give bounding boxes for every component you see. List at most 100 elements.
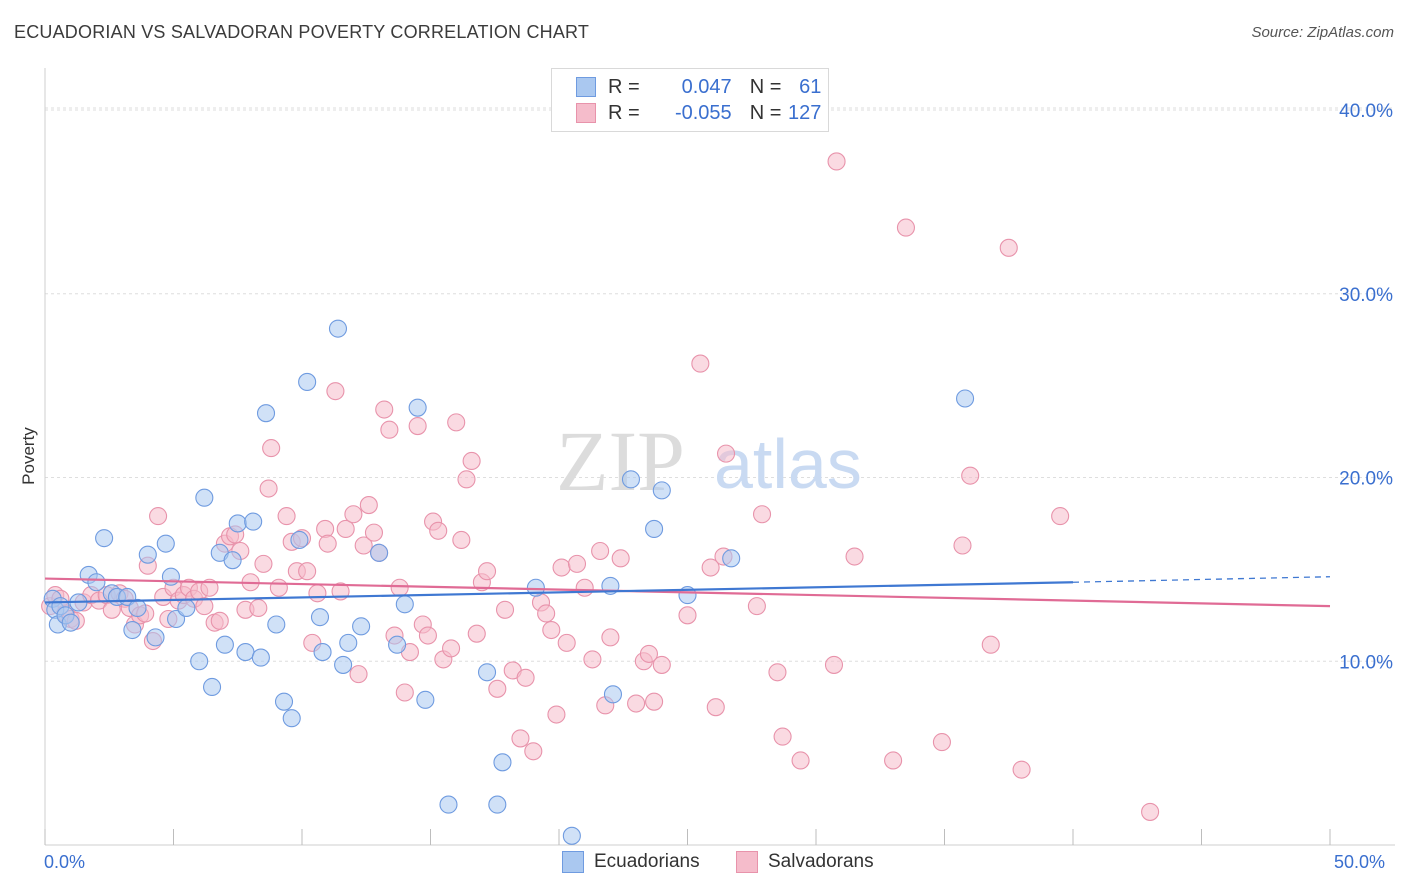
legend-n-value: 127 (788, 101, 822, 124)
series-legend-ecuadorians[interactable]: Ecuadorians (562, 851, 700, 873)
data-point (177, 598, 196, 618)
chart-title: ECUADORIAN VS SALVADORAN POVERTY CORRELA… (14, 22, 590, 42)
data-point (488, 795, 507, 814)
data-point (542, 620, 561, 640)
legend-r-label: R = (608, 101, 640, 124)
pink-swatch (576, 103, 596, 123)
data-point (290, 530, 309, 550)
data-point (364, 523, 384, 542)
data-point (310, 608, 330, 627)
data-point (557, 633, 576, 652)
data-point (375, 400, 394, 419)
data-point (467, 624, 486, 643)
pink-swatch (736, 851, 758, 873)
data-point (884, 751, 903, 770)
y-tick-label: 30.0% (1339, 285, 1393, 306)
legend-n-value: 61 (799, 75, 822, 98)
data-point (349, 665, 368, 684)
data-point (999, 238, 1018, 257)
data-point (408, 398, 427, 417)
legend-r-label: R = (608, 75, 640, 98)
data-point (932, 733, 951, 752)
data-point (277, 507, 296, 526)
data-point (652, 481, 671, 500)
data-point (339, 633, 358, 652)
data-point (824, 655, 844, 674)
data-point (583, 650, 602, 669)
ecuadorians-trend-line (44, 581, 1074, 604)
data-point (200, 578, 219, 597)
data-point (567, 554, 587, 573)
data-point (251, 648, 270, 667)
data-point (167, 609, 186, 629)
data-point (244, 512, 263, 531)
series-name: Salvadorans (768, 851, 874, 872)
data-point (352, 617, 371, 636)
data-point (639, 644, 659, 663)
data-point (827, 152, 846, 171)
data-point (336, 519, 355, 539)
data-point (747, 597, 766, 616)
data-point (511, 729, 530, 748)
data-point (956, 389, 975, 408)
legend-r-value: 0.047 (681, 75, 732, 98)
salvadorans-trend-line (44, 577, 1331, 608)
data-point (645, 519, 664, 539)
data-point (215, 635, 234, 654)
data-point (439, 795, 458, 814)
data-point (223, 551, 242, 570)
data-point (953, 536, 972, 555)
salvadorans-points (41, 152, 1160, 821)
data-point (611, 549, 630, 568)
y-tick-label: 10.0% (1339, 652, 1393, 673)
data-point (716, 444, 736, 463)
data-point (575, 578, 594, 597)
stats-legend: R = 0.047 N = 61 R = -0.055 N = 127 (551, 68, 829, 132)
data-point (395, 683, 414, 702)
data-point (274, 692, 294, 711)
data-point (190, 652, 209, 671)
data-point (262, 439, 281, 458)
data-point (1051, 507, 1070, 526)
legend-n-label: N = (749, 75, 782, 98)
data-point (452, 530, 471, 550)
data-point (128, 598, 147, 618)
data-point (282, 709, 301, 728)
data-point (95, 529, 114, 548)
data-point (645, 692, 664, 711)
data-point (195, 597, 214, 616)
data-point (981, 635, 1000, 654)
data-point (442, 639, 461, 658)
data-point (298, 562, 317, 581)
data-point (961, 466, 980, 485)
data-point (87, 573, 106, 592)
data-point (370, 543, 389, 562)
data-point (395, 595, 414, 614)
data-point (845, 547, 864, 566)
data-point (123, 620, 142, 640)
data-point (388, 635, 407, 654)
data-point (706, 698, 725, 717)
data-point (524, 742, 543, 761)
data-point (418, 626, 437, 645)
data-point (354, 536, 373, 555)
data-point (773, 727, 792, 746)
data-point (254, 554, 273, 573)
data-point (61, 613, 80, 632)
data-point (547, 705, 566, 724)
data-point (390, 578, 409, 597)
data-point (477, 562, 497, 581)
data-point (308, 584, 327, 603)
legend-r-value: -0.055 (674, 101, 732, 124)
data-point (195, 488, 214, 507)
data-point (477, 663, 497, 682)
series-legend-salvadorans[interactable]: Salvadorans (736, 851, 874, 873)
data-point (269, 578, 288, 597)
ecuadorians-trend-extension (1072, 576, 1331, 583)
data-point (562, 826, 581, 845)
data-point (313, 643, 332, 662)
blue-swatch (562, 851, 584, 873)
data-point (691, 354, 710, 373)
data-point (328, 319, 348, 338)
